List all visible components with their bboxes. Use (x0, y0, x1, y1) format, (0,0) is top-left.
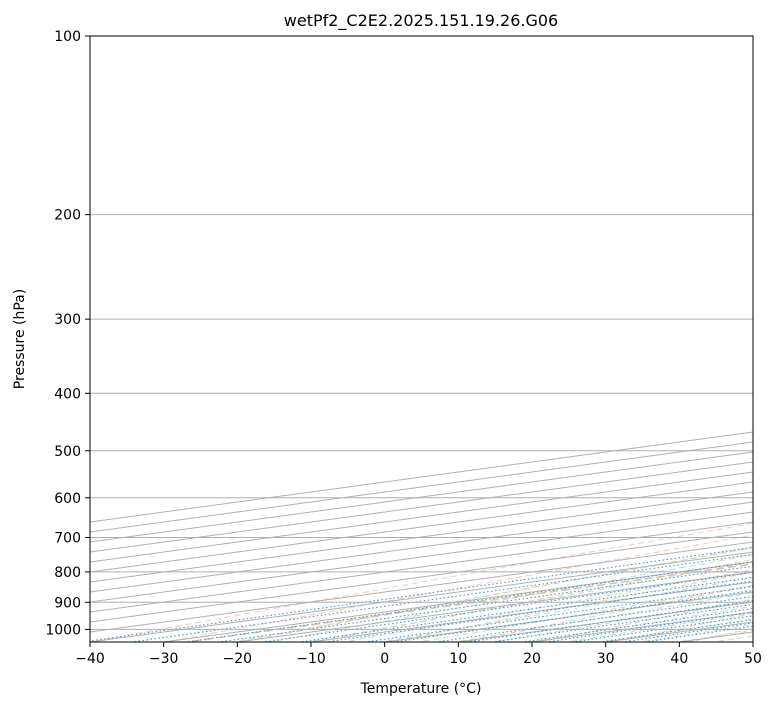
y-tick-label: 800 (54, 565, 81, 581)
moist-adiabat (377, 576, 753, 642)
isotherm-line (90, 511, 753, 603)
x-tick-label: −40 (75, 651, 105, 667)
isotherm-line (90, 451, 753, 543)
mixing-ratio-line (182, 561, 753, 642)
x-tick-label: 20 (523, 651, 541, 667)
y-tick-label: 300 (54, 312, 81, 328)
mixing-ratio-line (618, 622, 753, 642)
x-tick-label: 10 (449, 651, 467, 667)
moist-adiabat (266, 554, 753, 642)
x-tick-label: −10 (296, 651, 326, 667)
y-tick-label: 200 (54, 208, 81, 224)
dry-adiabat (685, 628, 753, 642)
x-tick-label: 50 (744, 651, 762, 667)
dry-adiabat (90, 522, 753, 642)
x-axis-ticks: −40 −30 −20 −10 0 10 20 30 40 50 (75, 642, 762, 667)
chart-title: wetPf2_C2E2.2025.151.19.26.G06 (284, 11, 558, 31)
x-tick-label: 40 (670, 651, 688, 667)
dry-adiabat (237, 546, 753, 642)
dry-adiabat (386, 571, 753, 642)
mixing-ratio-line (463, 600, 753, 642)
x-tick-label: −30 (149, 651, 179, 667)
isotherm-line (90, 521, 753, 613)
y-axis-label: Pressure (hPa) (12, 289, 28, 389)
y-tick-label: 900 (54, 595, 81, 611)
isotherm-line (90, 531, 753, 623)
y-axis-ticks: 1000 900 800 700 600 500 400 300 200 100 (45, 29, 90, 638)
mixing-ratio-line (90, 546, 753, 642)
isotherm-line (90, 501, 753, 593)
isotherm-line (380, 591, 753, 642)
isotherm-line (90, 471, 753, 563)
isotherm-line (90, 551, 753, 642)
y-tick-label: 700 (54, 531, 81, 547)
moist-adiabat (747, 641, 753, 642)
mixing-ratio-line (361, 585, 753, 642)
mixing-ratio-line (390, 590, 753, 642)
isotherm-line (90, 461, 753, 553)
isotherm-line (675, 631, 753, 642)
moist-adiabat (600, 618, 753, 642)
background-lines (90, 23, 775, 645)
isotherm-line (454, 601, 753, 642)
isotherm-line (601, 621, 753, 642)
mixing-ratio-line (432, 595, 753, 642)
moist-adiabat (230, 547, 753, 642)
isotherm-line (307, 581, 753, 642)
isotherm-line (749, 641, 753, 642)
mixing-ratio-line (596, 619, 753, 642)
moist-adiabat (637, 624, 753, 642)
isotherm-line (90, 491, 753, 583)
x-tick-label: 0 (380, 651, 389, 667)
y-tick-label: 600 (54, 491, 81, 507)
moist-adiabat (674, 629, 753, 642)
y-tick-label: 400 (54, 386, 81, 402)
moist-adiabat (340, 569, 753, 642)
moist-adiabat (563, 612, 753, 642)
isotherm-line (233, 571, 753, 642)
plot-frame (89, 35, 754, 643)
y-tick-label: 500 (54, 444, 81, 460)
y-tick-label: 1000 (45, 622, 81, 638)
x-tick-label: −20 (223, 651, 253, 667)
x-axis-label: Temperature (°C) (360, 681, 482, 697)
dry-adiabat (536, 598, 753, 642)
dry-adiabat (751, 23, 775, 645)
x-tick-label: 30 (597, 651, 615, 667)
y-tick-label: 100 (54, 29, 81, 45)
isotherm-line (90, 481, 753, 573)
mixing-ratio-line (569, 615, 753, 642)
